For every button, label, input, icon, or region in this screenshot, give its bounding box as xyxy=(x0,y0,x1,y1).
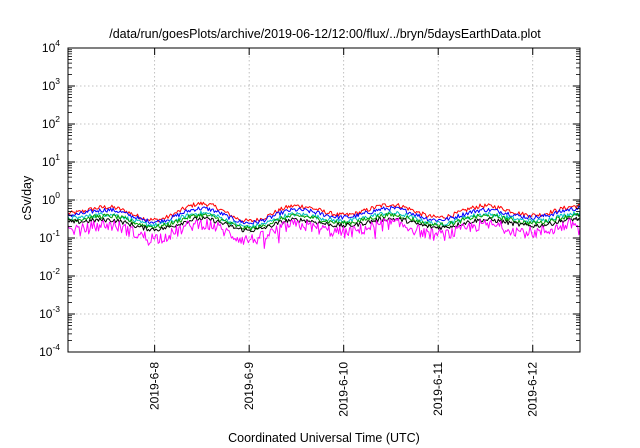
grid xyxy=(68,48,580,352)
ticks xyxy=(68,47,580,353)
y-tick-label: 10-1 xyxy=(39,228,60,245)
y-tick-label: 103 xyxy=(42,76,60,93)
series-line xyxy=(67,205,581,225)
x-tick-label: 2019-6-10 xyxy=(337,362,351,417)
x-tick-labels: 2019-6-8 2019-6-9 2019-6-10 2019-6-11 2019-6… xyxy=(148,362,540,417)
y-tick-label: 100 xyxy=(42,190,60,207)
y-tick-label: 10-2 xyxy=(39,266,60,283)
chart-title: /data/run/goesPlots/archive/2019-06-12/1… xyxy=(109,27,541,41)
y-axis-label: cSv/day xyxy=(20,175,34,220)
y-tick-label: 102 xyxy=(42,114,60,131)
x-axis-label: Coordinated Universal Time (UTC) xyxy=(228,431,420,445)
series-line xyxy=(67,201,581,223)
series-layer xyxy=(67,201,581,249)
y-tick-label: 10-3 xyxy=(39,304,60,321)
series-line xyxy=(67,216,581,233)
series-line xyxy=(67,217,581,249)
y-tick-label: 10-4 xyxy=(39,342,60,359)
x-tick-label: 2019-6-8 xyxy=(148,362,162,410)
x-tick-label: 2019-6-11 xyxy=(431,362,445,416)
x-tick-label: 2019-6-9 xyxy=(242,362,256,410)
y-tick-label: 104 xyxy=(42,38,60,55)
y-tick-labels: 10-4 10-3 10-2 10-1 100 101 102 103 104 xyxy=(39,38,60,359)
x-tick-label: 2019-6-12 xyxy=(526,362,540,417)
y-tick-label: 101 xyxy=(42,152,60,169)
